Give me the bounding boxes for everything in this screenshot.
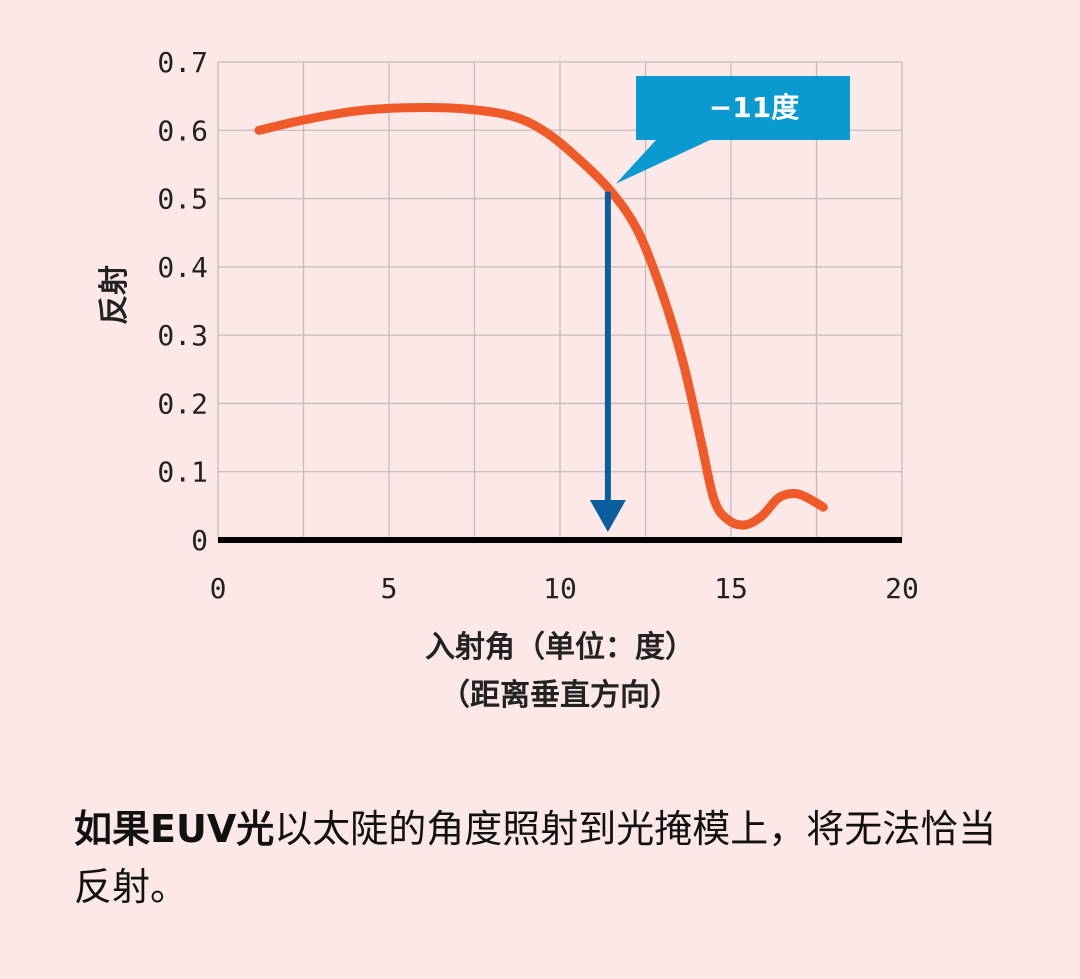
caption-text: 如果EUV光以太陡的角度照射到光掩模上，将无法恰当反射。: [74, 800, 1014, 916]
x-tick-label: 10: [543, 572, 577, 605]
annotation-arrow-head: [589, 500, 626, 532]
annotation-callout-box: [615, 76, 850, 184]
x-tick-label: 5: [381, 572, 398, 605]
caption-rest: 以太陡的角度照射到光掩模上，将无法恰当反射。: [74, 807, 997, 909]
y-tick-label: 0.5: [157, 183, 208, 216]
x-tick-label: 15: [714, 572, 748, 605]
y-tick-labels: 0 0.1 0.2 0.3 0.4 0.5 0.6 0.7: [157, 46, 208, 557]
x-tick-label: 20: [885, 572, 919, 605]
x-tick-labels: 0 5 10 15 20: [210, 572, 919, 605]
y-axis-title: 反射: [97, 265, 132, 325]
x-axis-title: 入射角（单位：度）: [425, 630, 695, 665]
reflection-curve: [254, 102, 828, 530]
y-tick-label: 0.7: [157, 46, 208, 79]
y-tick-label: 0.1: [157, 456, 208, 489]
y-tick-label: 0.6: [157, 114, 208, 147]
y-tick-label: 0.3: [157, 319, 208, 352]
annotation-label: −11度: [709, 91, 799, 124]
caption-bold-lead: 如果EUV光: [74, 807, 275, 851]
x-tick-label: 0: [210, 572, 227, 605]
y-tick-label: 0: [191, 524, 208, 557]
chart-grid: [217, 61, 903, 541]
x-axis-subtitle: （距离垂直方向）: [440, 678, 680, 713]
reflection-chart: 00.10.20.30.40.50.60.7 0 5 10 15 20 −11度 反射 …: [97, 46, 919, 713]
y-tick-label: 0.4: [157, 251, 208, 284]
y-tick-label: 0.2: [157, 387, 208, 420]
